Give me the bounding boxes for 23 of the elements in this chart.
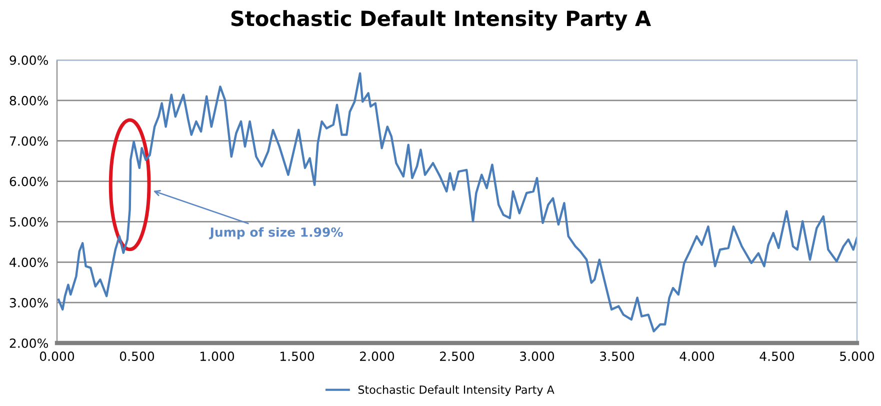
- chart-title: Stochastic Default Intensity Party A: [231, 10, 651, 30]
- line-series: [57, 72, 857, 332]
- y-tick-label: 3.00%: [10, 298, 48, 308]
- y-tick-label: 4.00%: [10, 258, 48, 268]
- x-tick-label: 3.500: [600, 352, 634, 362]
- x-tick-label: 2.000: [360, 352, 394, 362]
- y-tick-label: 5.00%: [10, 217, 48, 227]
- x-tick-label: 4.000: [680, 352, 714, 362]
- y-tick-label: 9.00%: [10, 55, 48, 65]
- x-tick-label: 5.000: [840, 352, 874, 362]
- x-tick-label: 0.500: [120, 352, 154, 362]
- x-tick-label: 4.500: [760, 352, 794, 362]
- y-tick-label: 8.00%: [10, 96, 48, 106]
- x-tick-label: 0.000: [40, 352, 74, 362]
- x-tick-label: 1.000: [200, 352, 234, 362]
- y-tick-label: 2.00%: [10, 338, 48, 348]
- x-tick-label: 1.500: [280, 352, 314, 362]
- legend-label: Stochastic Default Intensity Party A: [358, 385, 554, 396]
- annotation: Jump of size 1.99%: [209, 227, 343, 240]
- x-tick-label: 3.000: [520, 352, 554, 362]
- x-tick-label: 2.500: [440, 352, 474, 362]
- y-tick-label: 6.00%: [10, 176, 48, 186]
- y-tick-label: 7.00%: [10, 136, 48, 146]
